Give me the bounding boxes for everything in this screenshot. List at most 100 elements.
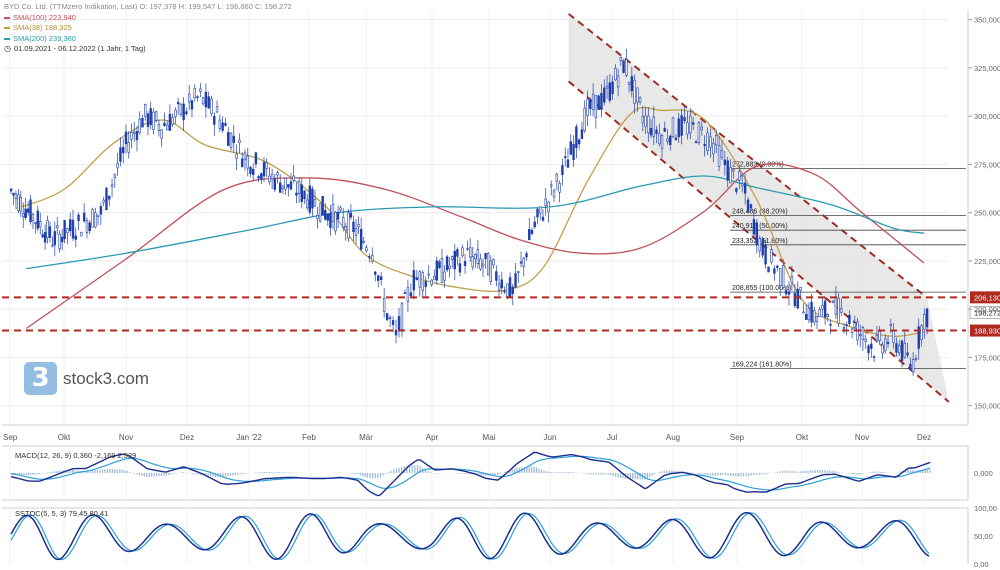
candle-body (303, 190, 306, 200)
candle-body (712, 142, 715, 154)
candle-body (26, 208, 30, 213)
candle-body (238, 139, 241, 143)
candle-body (113, 174, 117, 178)
stochastic-panel: 100,00 50,00 0,00 (2, 504, 997, 569)
sma100-label: SMA(100) 223,940 (13, 12, 76, 22)
x-tick-label: Nov (119, 433, 133, 442)
candle-body (864, 338, 867, 343)
candle-body (466, 248, 469, 250)
candle-body (474, 253, 477, 260)
support-lines: 206,130 198,272 188,930 (2, 291, 1000, 337)
stoch-tick-label: 0,00 (974, 560, 989, 569)
candle-body (326, 214, 330, 221)
candle-body (492, 259, 495, 266)
candle-body (603, 87, 606, 103)
candle-body (190, 100, 194, 110)
candle-body (331, 203, 335, 222)
y-tick-label: 175,000 (974, 353, 1000, 362)
candle-body (614, 68, 617, 81)
candle-body (391, 320, 395, 325)
candle-body (886, 341, 890, 344)
candle-body (555, 173, 559, 182)
candle-body (318, 203, 322, 222)
candle-body (354, 228, 358, 236)
candle-body (201, 97, 205, 105)
x-tick-label: Okt (796, 433, 809, 442)
candle-body (22, 213, 25, 218)
candle-body (591, 93, 595, 110)
candle-body (641, 115, 645, 124)
stock3-logo: 3 stock3.com (24, 362, 149, 395)
candle-body (119, 147, 122, 162)
y-tick-label: 250,000 (974, 209, 1000, 218)
candle-body (287, 184, 290, 188)
candle-body (130, 132, 133, 140)
candle-body (135, 130, 139, 141)
candle-body (82, 212, 86, 222)
candle-body (823, 300, 827, 318)
candle-body (48, 226, 52, 238)
candle-body (265, 162, 268, 169)
candle-body (300, 184, 303, 202)
candle-body (77, 214, 80, 221)
candle-body (519, 261, 523, 264)
candle-body (102, 199, 105, 203)
candle-body (572, 143, 575, 160)
candle-body (46, 220, 49, 238)
candle-body (105, 187, 108, 211)
price-label: 198,272 (974, 309, 1000, 318)
y-tick-label: 275,000 (974, 160, 1000, 169)
candle-body (842, 327, 846, 329)
candle-body (746, 199, 750, 213)
candle-body (697, 122, 701, 144)
candle-body (36, 210, 40, 229)
candle-body (903, 342, 906, 358)
candle-body (925, 308, 929, 328)
x-tick-label: Sep (3, 433, 18, 442)
candle-body (9, 188, 13, 192)
candle-body (385, 313, 389, 321)
candle-body (522, 257, 525, 267)
candle-body (204, 91, 208, 108)
candle-body (569, 141, 572, 155)
candle-body (456, 249, 459, 257)
fib-label: 248,486 (38.20%) (732, 209, 788, 216)
clock-icon: ◷ (4, 44, 11, 53)
candle-body (187, 93, 191, 103)
candle-body (525, 253, 528, 258)
candle-body (29, 199, 32, 223)
candle-body (810, 301, 813, 323)
candle-body (157, 123, 161, 131)
candle-body (388, 317, 392, 319)
candle-body (807, 307, 811, 321)
candle-body (19, 196, 22, 212)
candle-body (481, 263, 485, 267)
candle-body (489, 260, 493, 282)
candle-body (649, 128, 653, 136)
candle-body (755, 222, 759, 245)
candle-body (497, 283, 501, 291)
axes: 350,000 325,000 300,000 275,000 250,000 225,0… (2, 10, 1000, 442)
candle-body (122, 146, 125, 154)
candle-body (176, 101, 180, 105)
candle-body (144, 103, 147, 117)
chart-title: BYD Co. Ltd. (TTMzero Indikation, Last) … (4, 2, 292, 11)
candle-body (749, 204, 753, 209)
candle-body (539, 206, 542, 214)
candle-body (920, 325, 923, 341)
candle-body (674, 137, 678, 141)
candle-body (484, 253, 487, 259)
candle-body (88, 222, 91, 232)
candle-body (630, 76, 634, 92)
candle-body (558, 183, 561, 193)
candle-body (424, 281, 427, 287)
candle-body (563, 156, 567, 158)
candle-body (878, 331, 881, 341)
candle-body (289, 181, 293, 190)
stoch-label: SSTOC(5, 5, 3) 79,45 80,41 (15, 509, 109, 518)
candle-body (421, 272, 424, 291)
candle-body (292, 175, 295, 181)
candle-body (116, 163, 119, 169)
x-tick-label: Jun (544, 433, 557, 442)
candle-body (495, 271, 498, 281)
